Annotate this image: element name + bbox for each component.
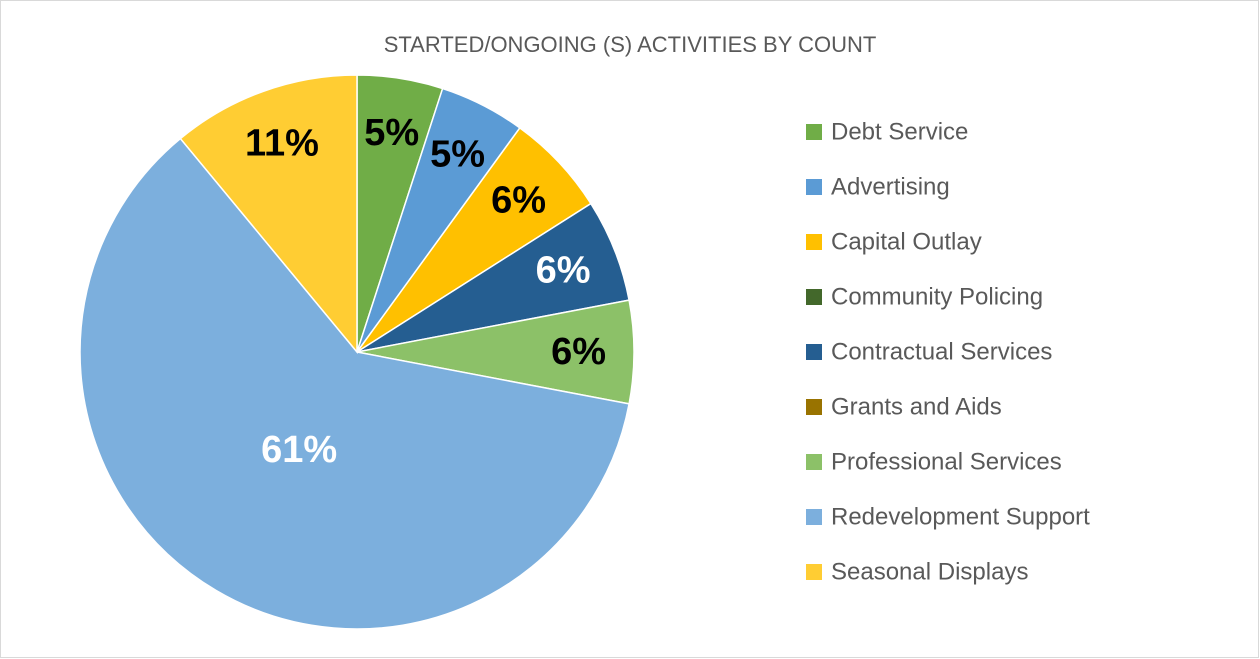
legend-label: Contractual Services xyxy=(831,338,1052,365)
data-label: 11% xyxy=(245,123,319,165)
legend-swatch xyxy=(806,289,822,305)
legend-swatch xyxy=(806,399,822,415)
data-label: 5% xyxy=(430,134,485,176)
data-label: 6% xyxy=(551,331,606,373)
data-label: 5% xyxy=(364,112,419,154)
data-label: 6% xyxy=(491,179,546,221)
legend-label: Redevelopment Support xyxy=(831,503,1090,530)
legend-swatch xyxy=(806,179,822,195)
legend-label: Grants and Aids xyxy=(831,393,1002,420)
legend-label: Debt Service xyxy=(831,118,968,145)
legend-swatch xyxy=(806,509,822,525)
pie-slice xyxy=(79,137,630,630)
legend-label: Community Policing xyxy=(831,283,1043,310)
legend-swatch xyxy=(806,344,822,360)
chart-title: STARTED/ONGOING (S) ACTIVITIES BY COUNT xyxy=(384,32,877,57)
legend-label: Advertising xyxy=(831,173,950,200)
legend-label: Seasonal Displays xyxy=(831,558,1028,585)
data-label: 61% xyxy=(261,429,337,471)
pie-slice xyxy=(179,74,358,355)
legend-label: Professional Services xyxy=(831,448,1062,475)
legend-swatch xyxy=(806,454,822,470)
legend-label: Capital Outlay xyxy=(831,228,982,255)
legend-swatch xyxy=(806,564,822,580)
legend-swatch xyxy=(806,124,822,140)
legend-swatch xyxy=(806,234,822,250)
data-label: 6% xyxy=(536,249,591,291)
